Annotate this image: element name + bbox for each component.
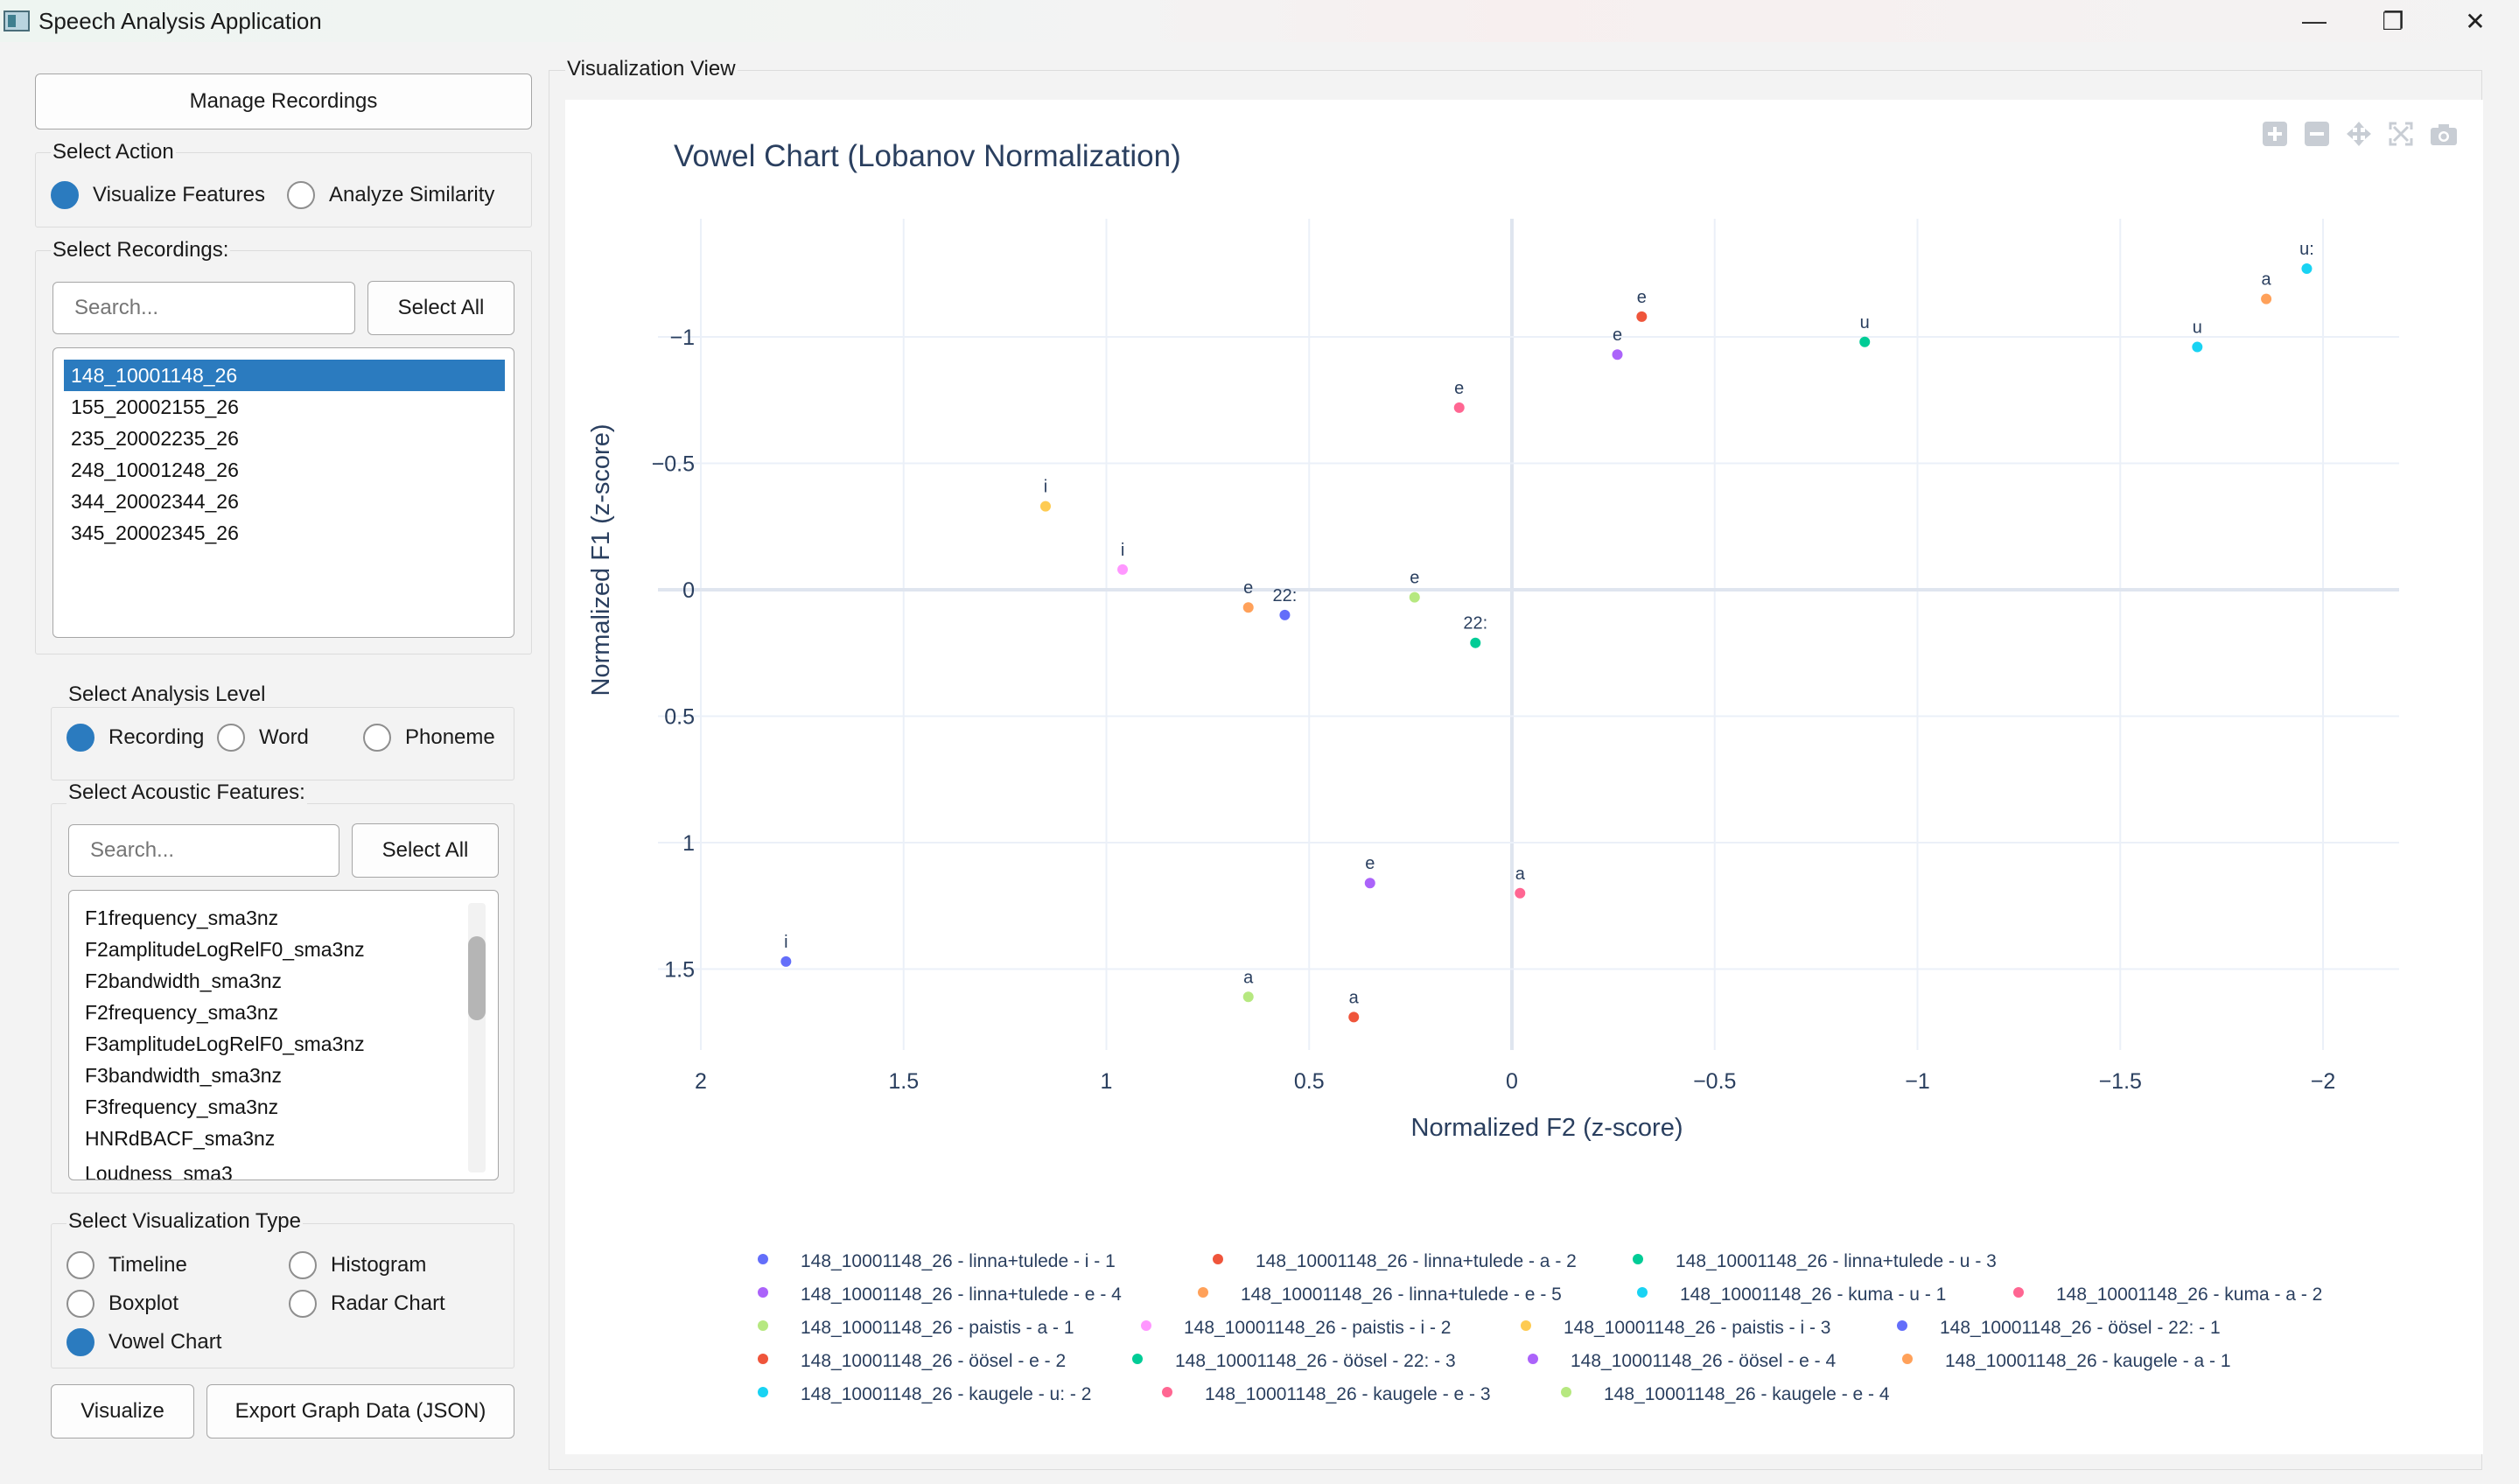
radio-phoneme-indicator xyxy=(363,724,391,752)
radio-boxplot-label: Boxplot xyxy=(108,1292,179,1315)
radio-analyze-similarity-label: Analyze Similarity xyxy=(329,183,495,206)
radio-analyze-similarity[interactable]: Analyze Similarity xyxy=(287,181,494,209)
radio-word-label: Word xyxy=(259,725,309,749)
recordings-search-input[interactable] xyxy=(52,282,355,334)
radio-word[interactable]: Word xyxy=(217,724,309,752)
plot-area[interactable] xyxy=(565,100,2483,1454)
radio-boxplot-indicator xyxy=(66,1290,94,1318)
features-list: F1frequency_sma3nz F2amplitudeLogRelF0_s… xyxy=(68,890,499,1180)
radio-radar-chart-label: Radar Chart xyxy=(331,1292,445,1315)
radio-vowel-chart[interactable]: Vowel Chart xyxy=(66,1328,221,1356)
title-bar: Speech Analysis Application — ❐ ✕ xyxy=(0,0,2519,42)
radio-phoneme[interactable]: Phoneme xyxy=(363,724,495,752)
radio-timeline[interactable]: Timeline xyxy=(66,1251,187,1279)
list-item[interactable]: 155_20002155_26 xyxy=(71,396,239,418)
select-action-group xyxy=(35,152,532,228)
minimize-button[interactable]: — xyxy=(2275,0,2354,42)
features-search-input[interactable] xyxy=(68,824,339,877)
select-recordings-title: Select Recordings: xyxy=(51,238,231,262)
maximize-icon: ❐ xyxy=(2382,7,2404,35)
radio-visualize-features-label: Visualize Features xyxy=(93,183,265,206)
list-item[interactable]: HNRdBACF_sma3nz xyxy=(85,1127,276,1150)
features-scrollbar-thumb[interactable] xyxy=(468,936,486,1020)
maximize-button[interactable]: ❐ xyxy=(2354,0,2432,42)
minimize-icon: — xyxy=(2302,7,2327,34)
radio-phoneme-label: Phoneme xyxy=(405,725,495,749)
window-title: Speech Analysis Application xyxy=(38,8,322,34)
features-select-all-button[interactable]: Select All xyxy=(352,823,499,878)
radio-recording-label: Recording xyxy=(108,725,205,749)
radio-radar-chart[interactable]: Radar Chart xyxy=(289,1290,445,1318)
radio-recording[interactable]: Recording xyxy=(66,724,204,752)
list-item[interactable]: 345_20002345_26 xyxy=(71,522,239,544)
close-button[interactable]: ✕ xyxy=(2436,0,2515,42)
radio-histogram-indicator xyxy=(289,1251,317,1279)
recordings-select-all-button[interactable]: Select All xyxy=(367,281,514,335)
visualization-view-title: Visualization View xyxy=(565,57,738,81)
visualization-type-title: Select Visualization Type xyxy=(66,1209,303,1234)
close-icon: ✕ xyxy=(2465,7,2486,35)
select-recordings-group xyxy=(35,250,532,654)
list-item[interactable]: F2frequency_sma3nz xyxy=(85,1001,279,1024)
list-item[interactable]: F3amplitudeLogRelF0_sma3nz xyxy=(85,1032,365,1055)
radio-radar-chart-indicator xyxy=(289,1290,317,1318)
list-item[interactable]: Loudness_sma3 xyxy=(85,1162,233,1180)
list-item[interactable]: F3frequency_sma3nz xyxy=(85,1096,279,1118)
radio-vowel-chart-label: Vowel Chart xyxy=(108,1330,222,1354)
radio-word-indicator xyxy=(217,724,245,752)
list-item[interactable]: F2bandwidth_sma3nz xyxy=(85,970,283,992)
list-item[interactable]: F3bandwidth_sma3nz xyxy=(85,1064,283,1087)
radio-visualize-features-indicator xyxy=(51,181,79,209)
radio-timeline-indicator xyxy=(66,1251,94,1279)
export-graph-data-button[interactable]: Export Graph Data (JSON) xyxy=(206,1384,514,1438)
radio-analyze-similarity-indicator xyxy=(287,181,315,209)
radio-recording-indicator xyxy=(66,724,94,752)
list-item[interactable]: 235_20002235_26 xyxy=(71,427,239,450)
radio-vowel-chart-indicator xyxy=(66,1328,94,1356)
list-item[interactable]: 148_10001148_26 xyxy=(64,360,505,391)
acoustic-features-title: Select Acoustic Features: xyxy=(66,780,307,805)
list-item[interactable]: F2amplitudeLogRelF0_sma3nz xyxy=(85,938,365,961)
visualize-button[interactable]: Visualize xyxy=(51,1384,194,1438)
features-scrollbar[interactable] xyxy=(468,903,486,1172)
radio-histogram[interactable]: Histogram xyxy=(289,1251,426,1279)
analysis-level-group xyxy=(51,707,514,780)
app-icon xyxy=(3,10,30,32)
list-item[interactable]: F1frequency_sma3nz xyxy=(85,906,279,929)
manage-recordings-button[interactable]: Manage Recordings xyxy=(35,74,532,130)
radio-visualize-features[interactable]: Visualize Features xyxy=(51,181,265,209)
radio-boxplot[interactable]: Boxplot xyxy=(66,1290,178,1318)
analysis-level-title: Select Analysis Level xyxy=(66,682,268,707)
list-item[interactable]: 248_10001248_26 xyxy=(71,458,239,481)
list-item[interactable]: 344_20002344_26 xyxy=(71,490,239,513)
recordings-list: 148_10001148_26 155_20002155_26 235_2000… xyxy=(52,347,514,638)
radio-histogram-label: Histogram xyxy=(331,1253,427,1277)
radio-timeline-label: Timeline xyxy=(108,1253,187,1277)
select-action-title: Select Action xyxy=(51,140,176,164)
